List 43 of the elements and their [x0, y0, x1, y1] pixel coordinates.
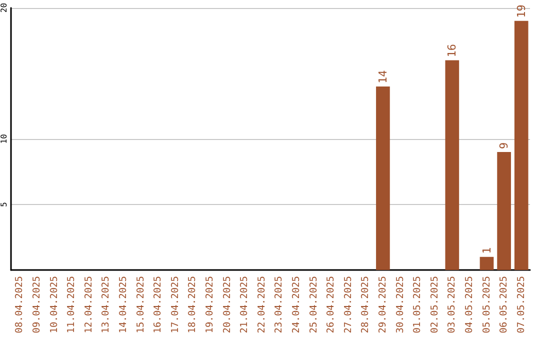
- x-tick-label: 22.04.2025: [256, 276, 268, 334]
- bar: [514, 20, 528, 270]
- bar: [497, 152, 511, 270]
- x-tick-label: 28.04.2025: [360, 276, 372, 334]
- x-tick-label: 05.05.2025: [481, 276, 492, 334]
- x-tick-label: 23.04.2025: [274, 276, 285, 334]
- y-tick-label: 10: [0, 134, 8, 144]
- y-tick-label: 5: [0, 202, 8, 207]
- x-tick-label: 12.04.2025: [83, 276, 94, 334]
- x-tick-label: 19.04.2025: [204, 276, 216, 334]
- x-tick-label: 07.05.2025: [516, 276, 527, 334]
- x-tick-label: 17.04.2025: [170, 276, 181, 334]
- x-tick-label: 24.04.2025: [290, 276, 302, 334]
- x-tick-label: 27.04.2025: [342, 276, 354, 334]
- x-tick-label: 26.04.2025: [326, 276, 337, 334]
- bar: [445, 60, 460, 270]
- x-tick-label: 21.04.2025: [239, 276, 250, 334]
- x-tick-label: 30.04.2025: [394, 276, 406, 334]
- x-tick-label: 14.04.2025: [118, 276, 129, 334]
- x-tick-label: 25.04.2025: [308, 276, 320, 334]
- data-label: 14: [376, 70, 390, 84]
- data-label: 19: [514, 4, 528, 18]
- data-label: 1: [480, 247, 494, 254]
- bar: [480, 256, 494, 270]
- x-tick-label: 15.04.2025: [135, 276, 146, 334]
- bar: [376, 86, 390, 270]
- y-tick-label: 20: [0, 2, 8, 13]
- x-tick-label: 02.05.2025: [429, 276, 440, 334]
- x-tick-label: 03.05.2025: [446, 276, 458, 334]
- x-tick-label: 10.04.2025: [48, 276, 60, 334]
- x-tick-label: 09.04.2025: [31, 276, 42, 334]
- x-tick-label: 04.05.2025: [464, 276, 475, 334]
- x-tick-label: 18.04.2025: [187, 276, 198, 334]
- data-label: 16: [446, 44, 459, 58]
- x-tick-label: 08.04.2025: [14, 276, 26, 334]
- x-tick-label: 01.05.2025: [412, 276, 424, 334]
- x-tick-label: 06.05.2025: [498, 276, 510, 334]
- x-tick-label: 13.04.2025: [100, 276, 112, 334]
- x-tick-label: 29.04.2025: [377, 276, 388, 334]
- data-label: 9: [498, 142, 511, 150]
- x-tick-label: 20.04.2025: [222, 276, 233, 334]
- x-tick-label: 16.04.2025: [152, 276, 164, 334]
- x-tick-label: 11.04.2025: [66, 276, 78, 334]
